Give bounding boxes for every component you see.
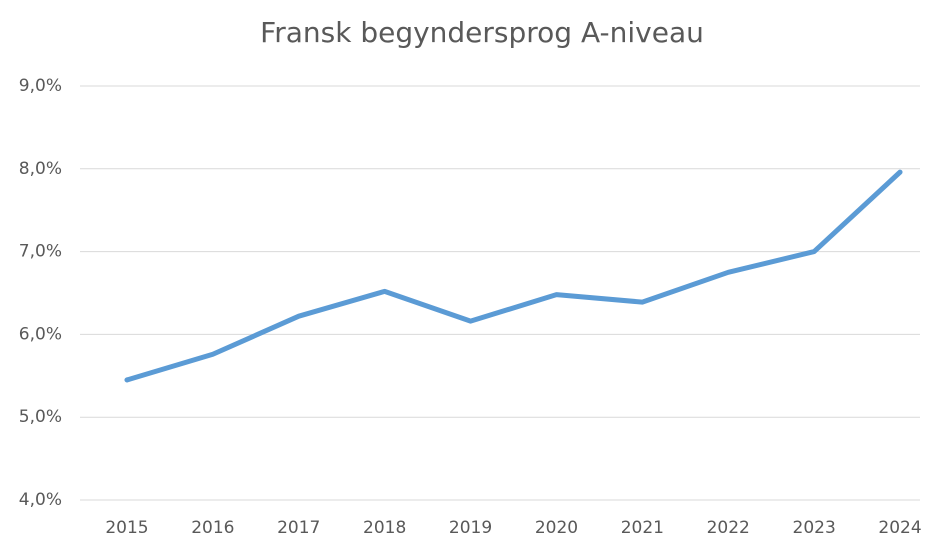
- y-tick-label: 9,0%: [19, 76, 62, 96]
- x-tick-label: 2020: [535, 518, 578, 538]
- x-tick-label: 2018: [363, 518, 406, 538]
- x-tick-label: 2024: [878, 518, 921, 538]
- x-tick-label: 2015: [105, 518, 148, 538]
- x-tick-label: 2019: [449, 518, 492, 538]
- x-tick-label: 2017: [277, 518, 320, 538]
- y-tick-label: 7,0%: [19, 242, 62, 262]
- y-tick-label: 4,0%: [19, 490, 62, 510]
- x-tick-label: 2016: [191, 518, 234, 538]
- x-tick-label: 2023: [793, 518, 836, 538]
- y-tick-label: 5,0%: [19, 407, 62, 427]
- x-tick-label: 2022: [707, 518, 750, 538]
- y-tick-label: 6,0%: [19, 324, 62, 344]
- x-tick-label: 2021: [621, 518, 664, 538]
- chart-title: Fransk begyndersprog A-niveau: [260, 16, 704, 49]
- y-tick-label: 8,0%: [19, 159, 62, 179]
- data-line: [124, 169, 903, 383]
